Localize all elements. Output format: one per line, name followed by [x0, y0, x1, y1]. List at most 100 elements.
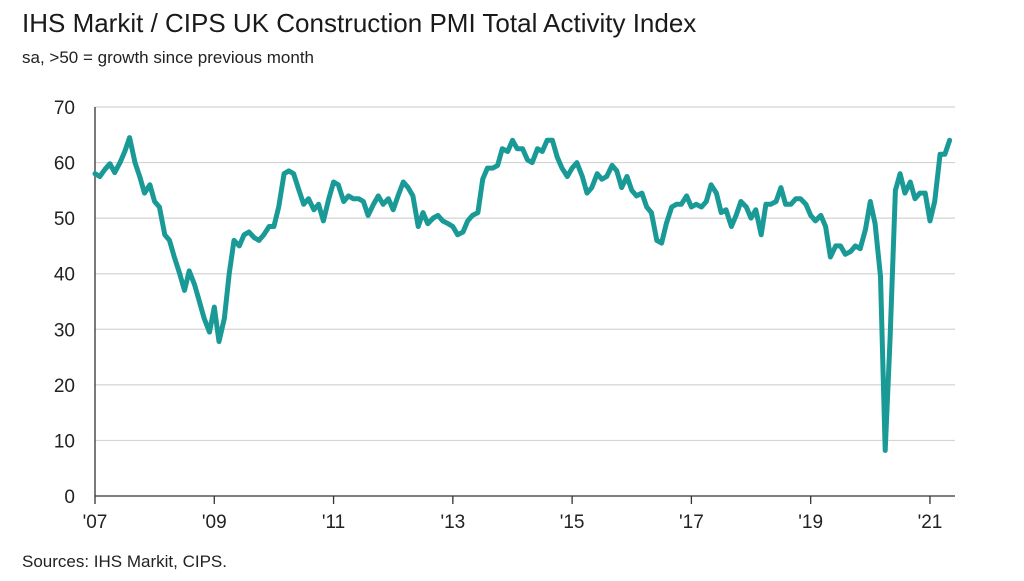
data-point	[818, 213, 823, 218]
data-point	[286, 168, 291, 174]
data-point	[669, 204, 674, 210]
data-point	[902, 190, 908, 196]
series-line	[92, 135, 953, 453]
data-point	[908, 179, 913, 185]
data-point	[102, 167, 108, 172]
data-point	[723, 207, 729, 212]
x-tick-label: '11	[322, 512, 345, 533]
data-point	[216, 339, 222, 344]
data-point	[365, 213, 371, 218]
data-point	[331, 179, 336, 185]
data-point	[231, 238, 237, 243]
data-point	[395, 193, 401, 199]
data-point	[475, 210, 481, 215]
data-point	[858, 246, 863, 251]
data-point	[759, 232, 764, 237]
data-point	[843, 252, 848, 257]
data-point	[261, 232, 266, 237]
data-point	[500, 146, 505, 151]
data-point	[729, 224, 734, 229]
chart-subtitle: sa, >50 = growth since previous month	[22, 48, 314, 67]
data-point	[773, 199, 779, 204]
data-point	[306, 196, 311, 201]
data-point	[604, 174, 609, 179]
data-point	[147, 182, 153, 187]
data-point	[912, 196, 918, 201]
data-point	[386, 196, 391, 201]
data-point	[495, 163, 500, 168]
x-tick-label: '13	[440, 512, 465, 533]
data-point	[783, 202, 788, 207]
data-point	[714, 190, 719, 196]
x-tick-label: '19	[798, 512, 823, 533]
data-point	[778, 185, 784, 190]
data-point	[853, 243, 858, 249]
data-point	[544, 138, 550, 143]
data-point	[237, 243, 242, 249]
data-point	[947, 138, 952, 143]
data-point	[276, 204, 281, 210]
data-point	[376, 193, 381, 199]
data-point	[470, 213, 475, 218]
x-tick-label: '15	[560, 512, 585, 533]
data-point	[798, 196, 803, 201]
data-point	[182, 288, 187, 293]
data-point	[227, 271, 232, 276]
y-tick-label: 40	[54, 265, 75, 286]
data-point	[624, 174, 630, 179]
data-point	[664, 221, 669, 226]
data-point	[923, 190, 928, 196]
data-point	[883, 448, 888, 453]
data-point	[848, 249, 853, 254]
data-point	[122, 149, 128, 154]
data-point	[341, 199, 346, 204]
data-point	[753, 207, 758, 212]
x-tick-label: '07	[83, 512, 108, 533]
data-point	[410, 193, 416, 199]
data-point	[808, 213, 813, 218]
data-point	[485, 165, 490, 171]
data-point	[187, 268, 192, 274]
data-point	[401, 179, 406, 185]
data-point	[167, 238, 172, 243]
data-point	[619, 185, 624, 190]
data-point	[520, 146, 525, 151]
data-point	[431, 215, 436, 221]
data-point	[932, 199, 937, 204]
data-point	[346, 193, 351, 199]
data-point	[172, 254, 177, 260]
data-point	[142, 190, 147, 196]
data-point	[559, 165, 565, 171]
data-point	[405, 185, 411, 190]
data-point	[480, 177, 485, 182]
data-point	[525, 157, 530, 162]
data-point	[241, 232, 247, 237]
data-point	[321, 218, 326, 224]
data-point	[823, 224, 828, 229]
data-point	[152, 199, 157, 204]
data-point	[872, 221, 878, 226]
data-point	[674, 202, 679, 207]
data-point	[838, 243, 843, 249]
data-point	[455, 232, 460, 237]
data-point	[694, 202, 699, 207]
data-point	[828, 254, 833, 260]
data-point	[813, 218, 818, 224]
data-point	[897, 171, 903, 176]
data-point	[351, 196, 356, 201]
data-point	[380, 202, 386, 207]
data-point	[192, 282, 197, 287]
data-point	[207, 329, 212, 335]
x-tick-label: '21	[918, 512, 943, 533]
data-point	[768, 202, 773, 207]
data-point	[510, 138, 515, 143]
data-point	[371, 202, 376, 207]
data-point	[599, 177, 605, 182]
y-tick-label: 60	[54, 154, 75, 175]
data-point	[246, 229, 252, 235]
data-point	[649, 210, 654, 215]
data-point	[942, 152, 948, 157]
data-point	[92, 171, 98, 176]
data-point	[580, 174, 585, 179]
data-point	[445, 221, 451, 226]
